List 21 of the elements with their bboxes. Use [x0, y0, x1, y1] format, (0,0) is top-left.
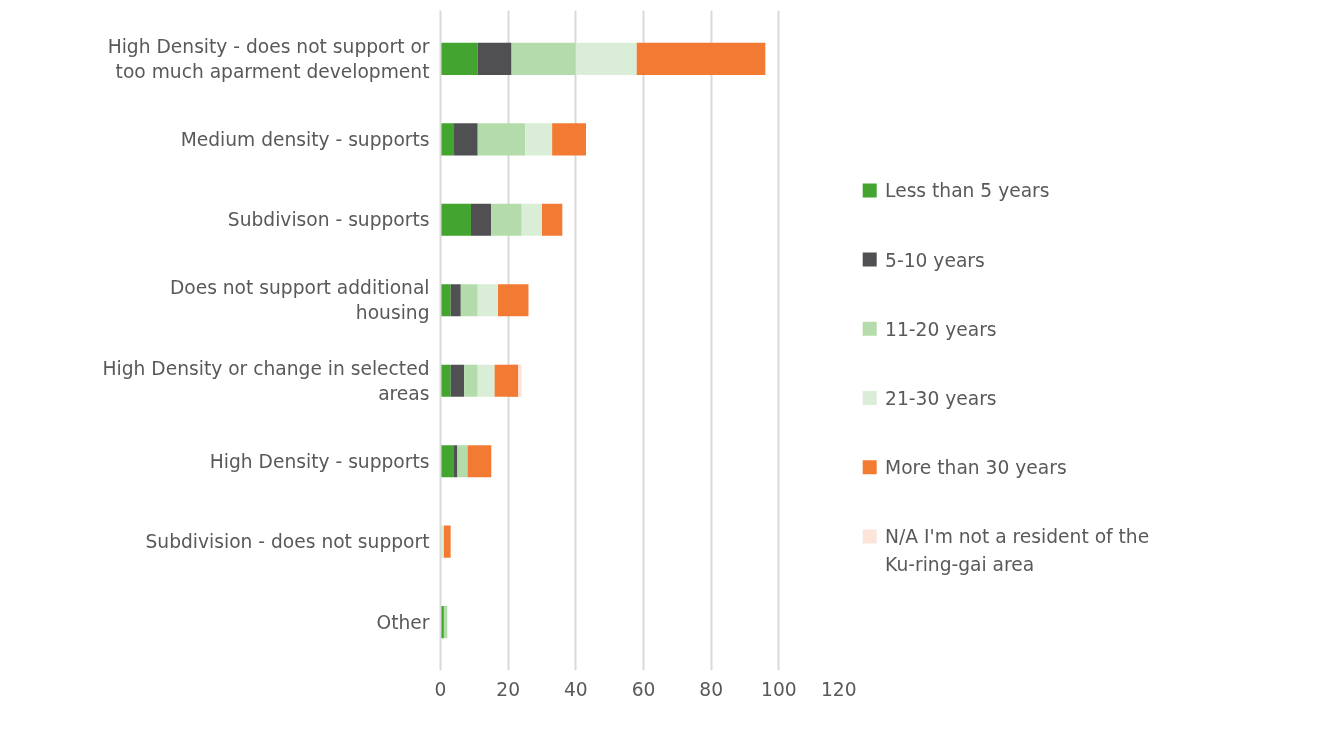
- y-tick-label: Does not support additional housing: [169, 277, 430, 324]
- legend-label: 5-10 years: [885, 249, 985, 271]
- x-tick-label: 60: [631, 678, 656, 700]
- legend-label: 11-20 years: [885, 318, 997, 340]
- x-tick-label: 120: [820, 678, 857, 700]
- y-tick-label: Subdivision - does not support: [145, 531, 430, 553]
- x-tick-label: 100: [761, 678, 797, 700]
- legend-label: 21-30 years: [885, 388, 997, 410]
- legend-label: More than 30 years: [885, 457, 1067, 479]
- x-tick-label: 20: [496, 678, 521, 700]
- y-tick-label: High Density or change in selected areas: [102, 357, 430, 404]
- y-tick-label: High Density - supports: [209, 450, 430, 472]
- x-tick-label: 0: [434, 678, 447, 700]
- legend-label: N/A I'm not a resident of the Ku-ring-gai area: [885, 526, 1150, 575]
- y-tick-label: Other: [376, 611, 430, 633]
- x-tick-label: 80: [699, 678, 724, 700]
- y-tick-label: Medium density - supports: [180, 128, 430, 150]
- legend-label: Less than 5 years: [885, 180, 1050, 202]
- y-tick-label: High Density - does not support or too much aparment development: [107, 35, 430, 82]
- y-tick-label: Subdivison - supports: [227, 209, 430, 231]
- x-tick-label: 40: [563, 678, 588, 700]
